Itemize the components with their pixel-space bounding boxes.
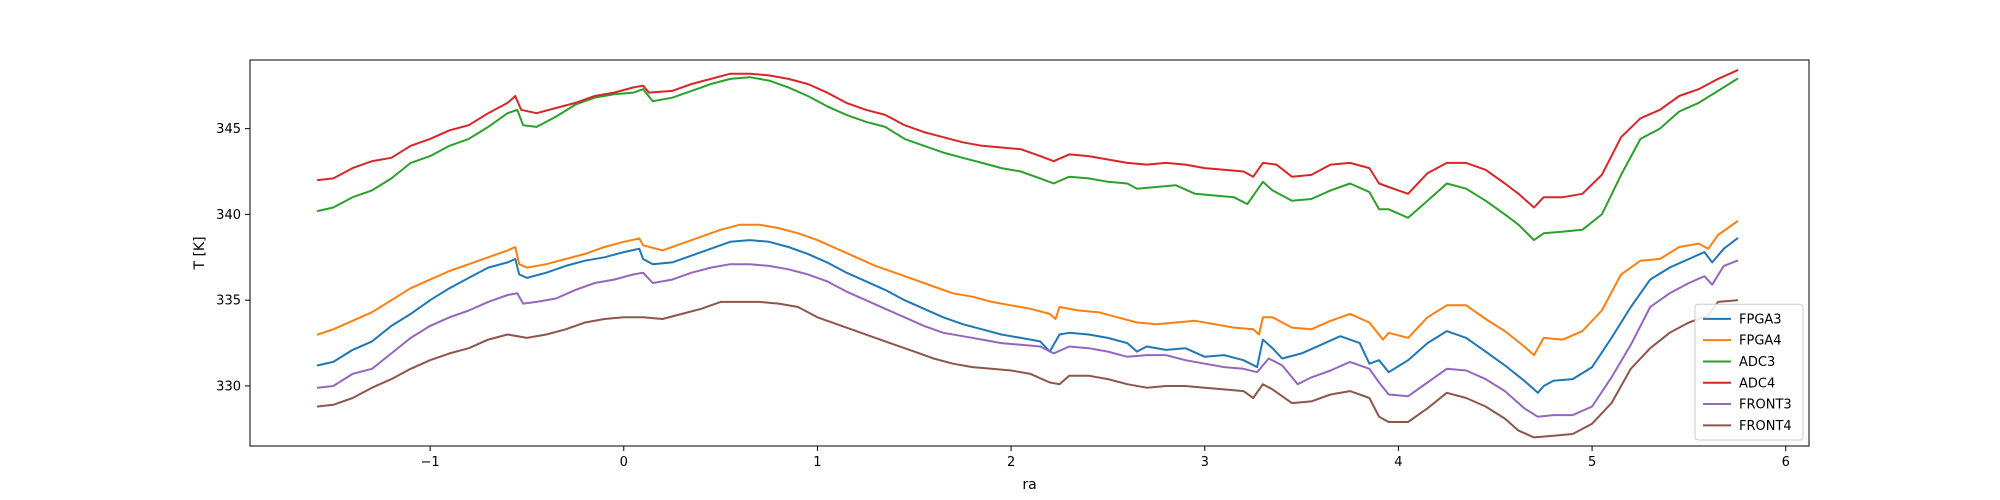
x-axis-label: ra [1022, 477, 1036, 493]
series-line-fpga3 [316, 237, 1739, 394]
x-tick-label: 5 [1588, 455, 1596, 470]
plot-frame [249, 59, 1810, 447]
legend-label-front3: FRONT3 [1739, 398, 1792, 413]
series-layer [316, 69, 1739, 439]
legend-label-adc3: ADC3 [1739, 355, 1775, 370]
plot-area [250, 60, 1809, 446]
series-line-front4 [316, 299, 1739, 439]
legend-label-adc4: ADC4 [1739, 376, 1775, 391]
y-tick-label: 340 [216, 208, 241, 223]
y-tick-label: 335 [216, 294, 241, 309]
y-axis-label: T [K] [192, 236, 208, 270]
x-axis: −1 0 1 2 3 4 5 6 [421, 446, 1790, 470]
y-tick-label: 330 [216, 379, 241, 394]
y-tick-label: 345 [216, 122, 241, 137]
x-tick-label: 4 [1394, 455, 1402, 470]
series-line-front3 [316, 259, 1739, 418]
legend-label-front4: FRONT4 [1739, 419, 1792, 434]
x-tick-label: −1 [421, 455, 440, 470]
legend-label-fpga3: FPGA3 [1739, 312, 1782, 327]
x-tick-label: 1 [813, 455, 821, 470]
legend-label-fpga4: FPGA4 [1739, 334, 1782, 349]
y-axis: 330 335 340 345 [216, 122, 250, 394]
legend-box [1694, 303, 1804, 441]
series-line-fpga4 [316, 220, 1739, 357]
legend: FPGA3 FPGA4 ADC3 ADC4 FRONT3 FRONT4 [1694, 303, 1804, 441]
x-tick-label: 6 [1782, 455, 1790, 470]
x-tick-label: 2 [1007, 455, 1015, 470]
x-tick-label: 3 [1201, 455, 1209, 470]
series-line-adc4 [316, 69, 1739, 209]
x-tick-label: 0 [620, 455, 628, 470]
series-line-adc3 [316, 76, 1739, 242]
